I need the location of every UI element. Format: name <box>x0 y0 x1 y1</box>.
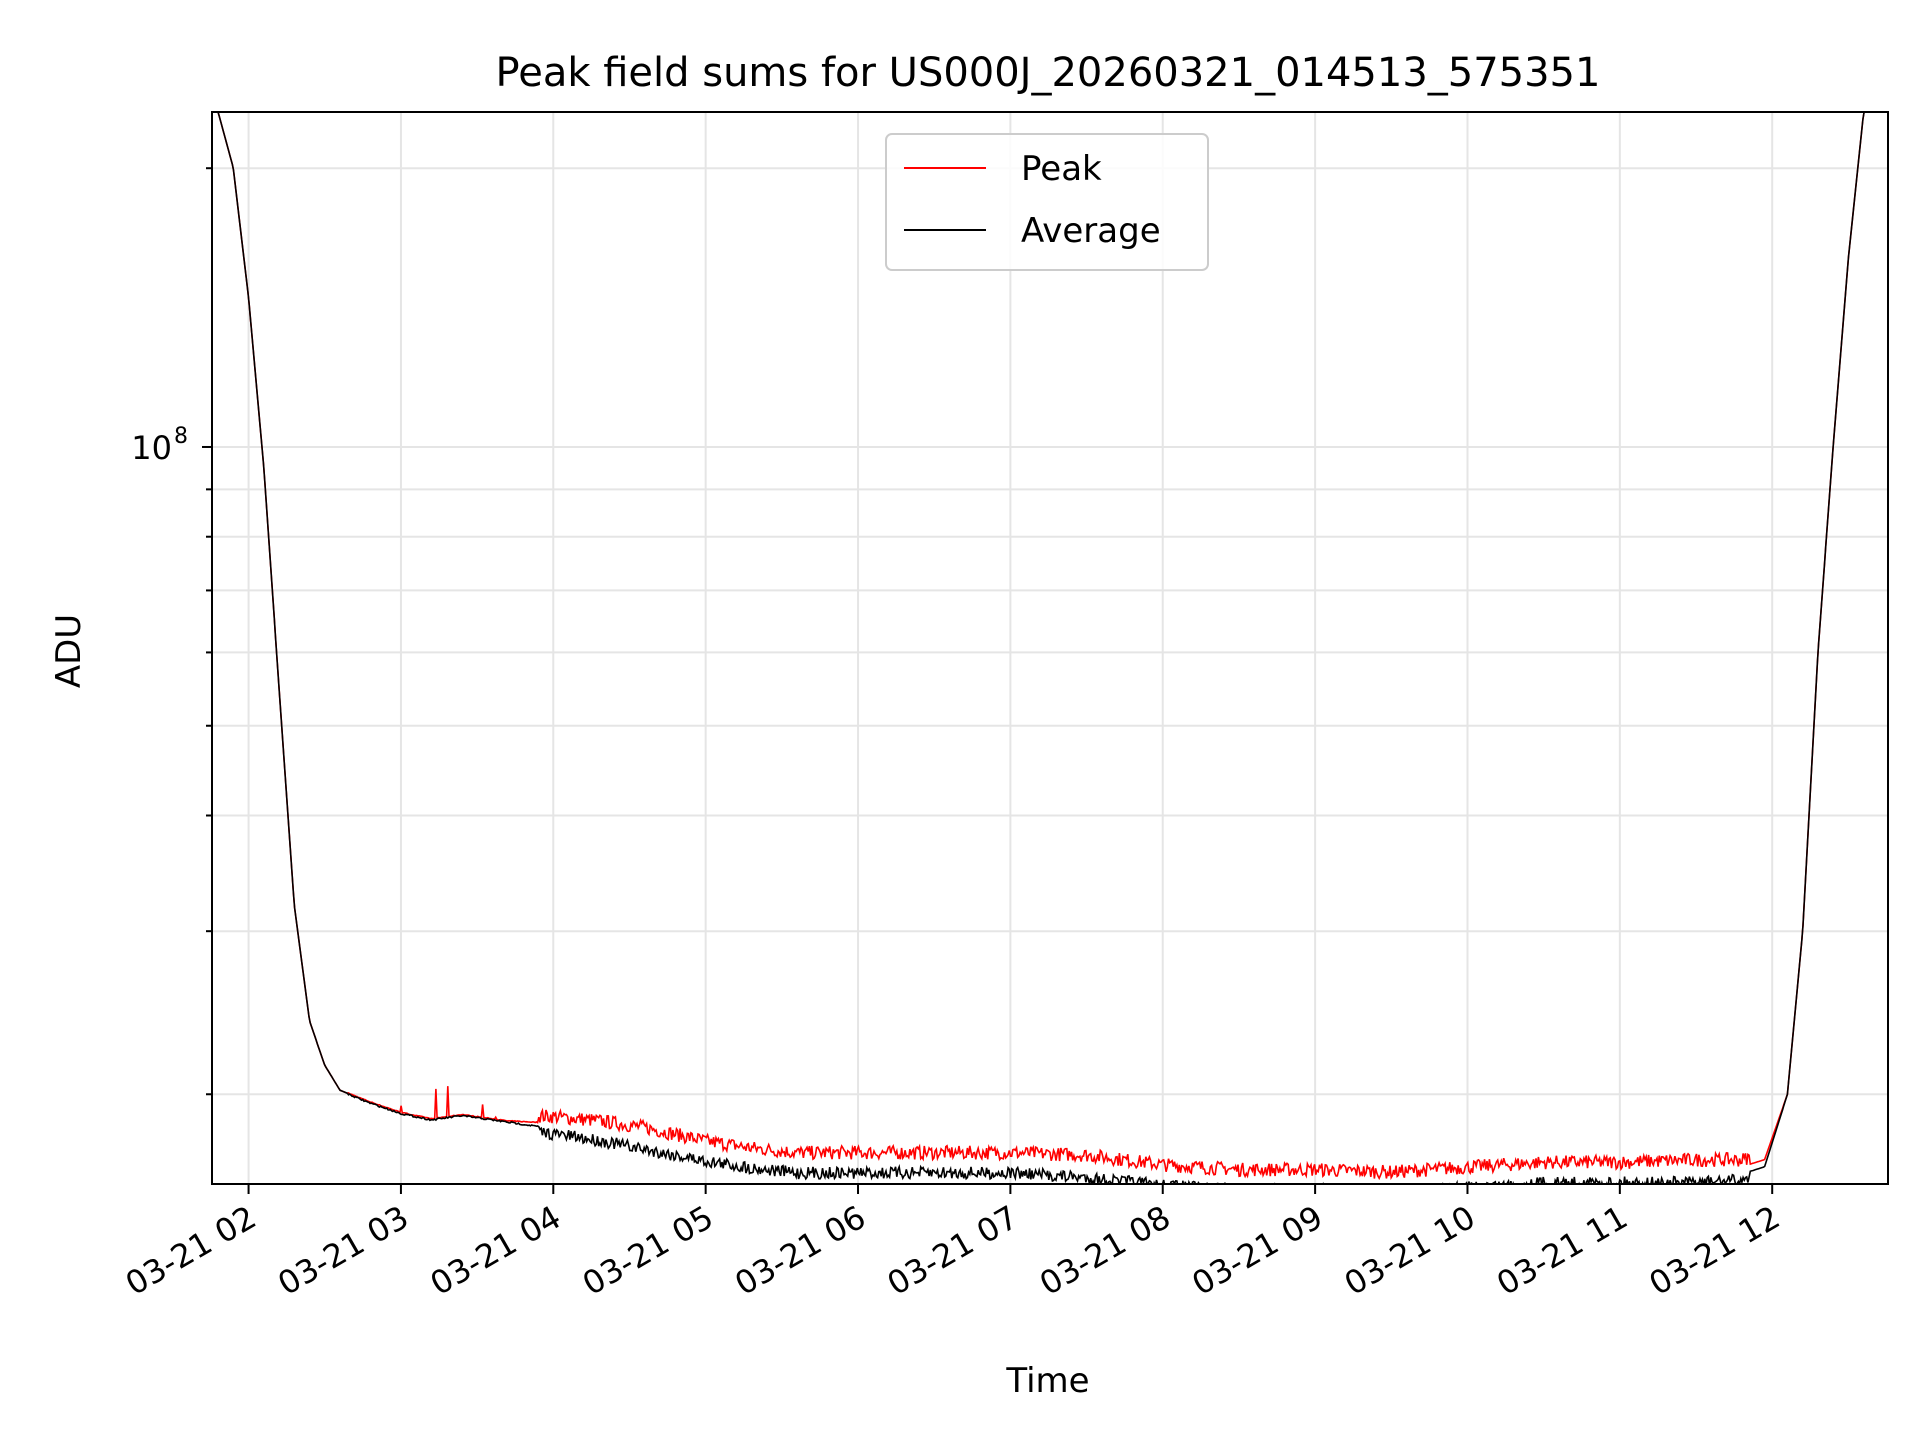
series-line-average <box>212 112 1888 1184</box>
y-tick-label: 10 <box>131 429 172 467</box>
y-tick-label-exponent: 8 <box>174 424 188 449</box>
chart-title: Peak field sums for US000J_20260321_0145… <box>496 50 1601 96</box>
series-layer <box>212 112 1888 1184</box>
legend: Peak Average <box>885 133 1209 271</box>
legend-label-average: Average <box>1021 211 1161 251</box>
grid <box>212 112 1888 1184</box>
legend-label-peak: Peak <box>1021 149 1102 189</box>
x-axis-label: Time <box>1005 1361 1089 1401</box>
y-axis-label: ADU <box>49 614 89 688</box>
plot-frame <box>211 111 1889 1185</box>
